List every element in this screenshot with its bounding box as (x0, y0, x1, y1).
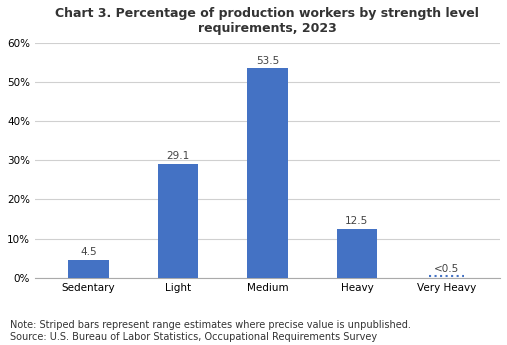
Text: 4.5: 4.5 (80, 247, 97, 257)
Title: Chart 3. Percentage of production workers by strength level
requirements, 2023: Chart 3. Percentage of production worker… (55, 7, 479, 35)
Bar (247, 68, 287, 278)
Text: <0.5: <0.5 (434, 264, 459, 274)
Bar (337, 229, 377, 278)
Text: 53.5: 53.5 (256, 56, 279, 66)
Bar (68, 260, 108, 278)
Text: Note: Striped bars represent range estimates where precise value is unpublished.: Note: Striped bars represent range estim… (10, 320, 411, 342)
Bar (158, 164, 198, 278)
Text: 12.5: 12.5 (345, 216, 369, 226)
Text: 29.1: 29.1 (166, 151, 190, 161)
